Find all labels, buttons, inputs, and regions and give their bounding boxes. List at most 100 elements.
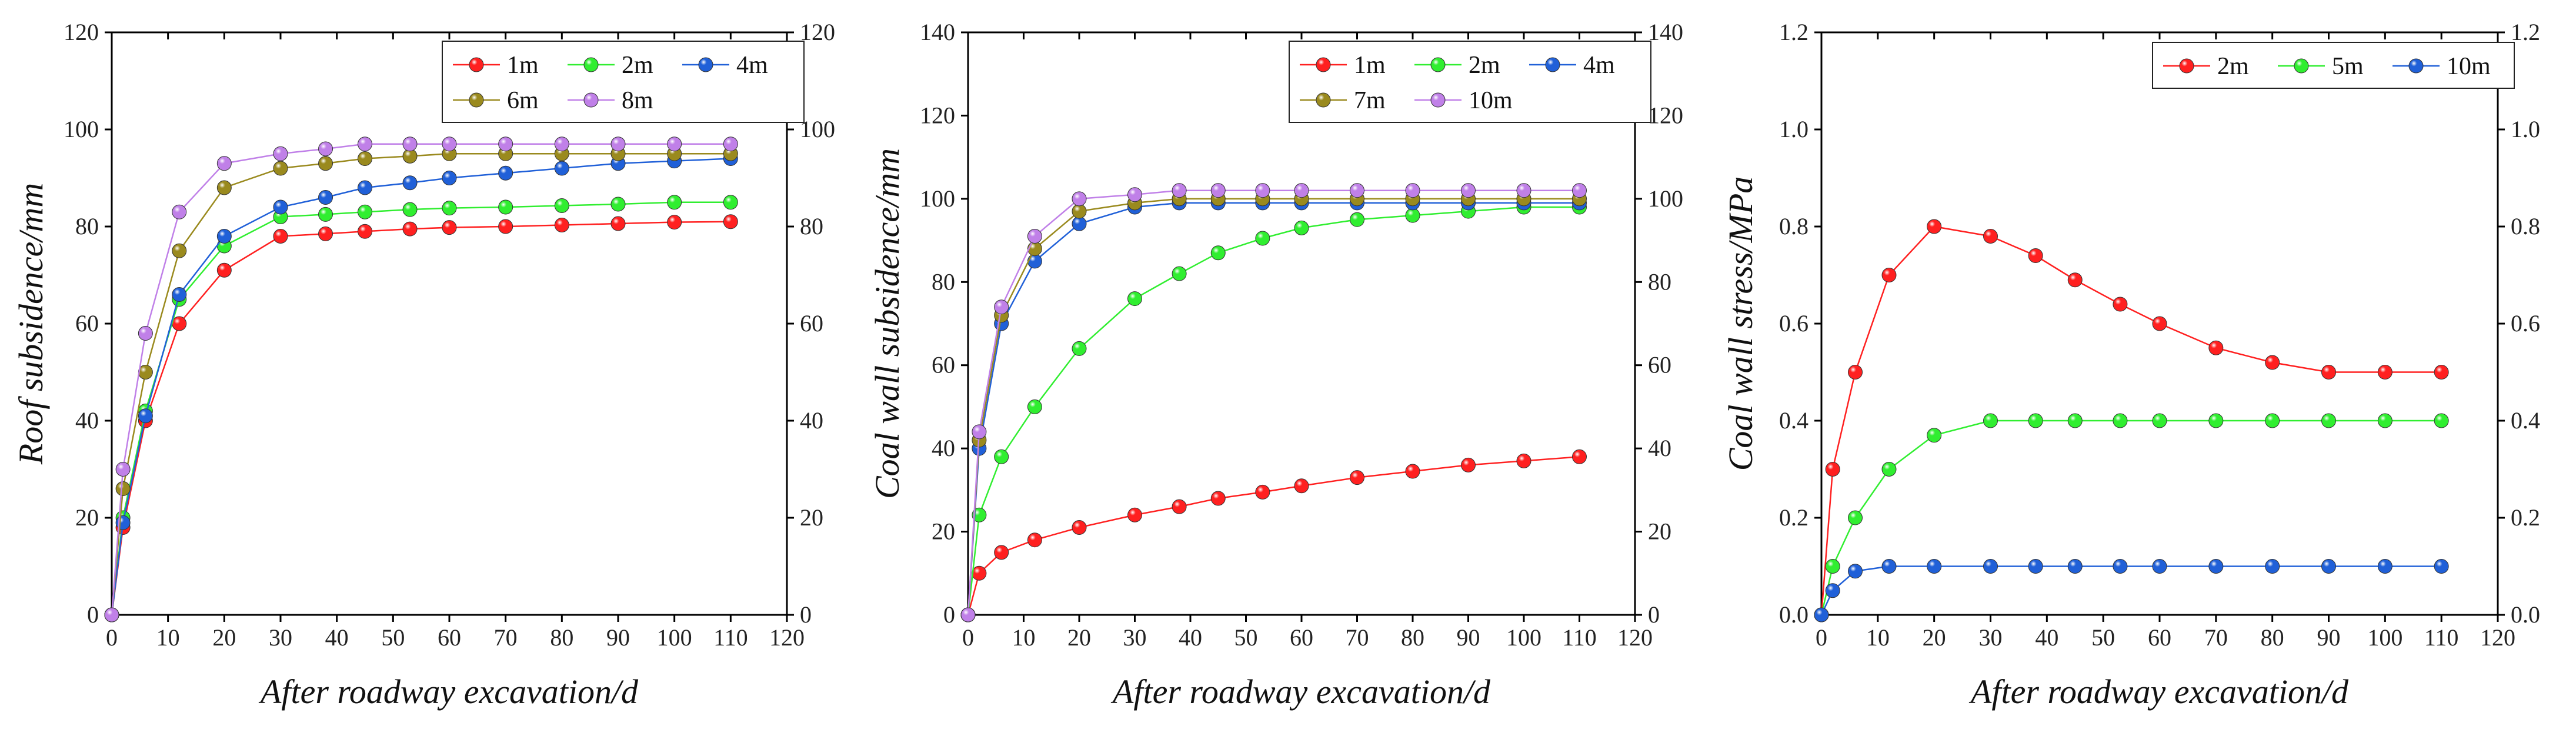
data-point	[1350, 470, 1364, 485]
data-point	[1983, 413, 1998, 428]
data-point	[554, 137, 569, 152]
data-point	[1405, 464, 1420, 479]
data-point	[172, 316, 187, 331]
x-tick-label: 30	[269, 624, 292, 651]
data-point	[1814, 607, 1829, 623]
y-tick-label-right: 60	[800, 310, 823, 337]
data-point	[2152, 559, 2167, 574]
data-point	[402, 221, 418, 237]
data-point	[318, 190, 333, 205]
legend-box	[2152, 42, 2515, 89]
legend-label: 7m	[1354, 87, 1386, 114]
legend-marker	[1430, 92, 1446, 108]
data-point	[318, 207, 333, 222]
data-point	[667, 137, 682, 152]
series-6m	[104, 146, 738, 623]
data-point	[358, 151, 372, 166]
data-point	[723, 214, 738, 229]
legend-marker	[1545, 57, 1560, 72]
legend-item-10m: 10m	[1414, 87, 1513, 114]
data-point	[2028, 248, 2043, 263]
legend-label: 6m	[507, 87, 539, 114]
legend-marker	[2408, 58, 2424, 74]
data-point	[1072, 520, 1087, 535]
legend-marker	[2294, 58, 2309, 74]
x-tick-label: 120	[1617, 624, 1653, 651]
y-tick-label-right: 120	[800, 19, 835, 45]
x-tick-label: 40	[325, 624, 349, 651]
y-tick-label-right: 1.2	[2511, 19, 2540, 45]
y-tick-label-right: 80	[1648, 268, 1671, 295]
data-point	[273, 229, 288, 244]
data-point	[994, 449, 1009, 464]
data-point	[273, 161, 288, 176]
y-tick-label-right: 20	[1648, 518, 1671, 545]
legend-item-2m: 2m	[1414, 52, 1500, 79]
y-tick-label-left: 120	[920, 102, 955, 128]
data-point	[1294, 183, 1309, 198]
y-tick-label-right: 0.2	[2511, 504, 2540, 531]
data-point	[115, 481, 131, 496]
data-point	[1350, 183, 1364, 198]
x-tick-label: 100	[2367, 624, 2403, 651]
x-tick-label: 100	[1506, 624, 1541, 651]
data-point	[972, 424, 987, 440]
data-point	[1172, 266, 1187, 281]
data-point	[1072, 204, 1087, 219]
data-point	[1881, 559, 1897, 574]
data-point	[2377, 413, 2393, 428]
legend-box	[442, 41, 805, 123]
data-point	[2321, 413, 2336, 428]
x-tick-label: 90	[2317, 624, 2341, 651]
y-tick-label-left: 80	[932, 268, 955, 295]
data-point	[442, 137, 457, 152]
data-point	[1210, 245, 1226, 261]
series-line-5m	[1820, 420, 2442, 615]
legend-label: 10m	[1469, 87, 1513, 114]
series-7m	[960, 191, 1587, 623]
data-point	[1825, 559, 1840, 574]
data-point	[2321, 365, 2336, 380]
data-point	[1027, 399, 1042, 414]
data-point	[273, 199, 288, 215]
series-10m	[960, 183, 1587, 623]
x-tick-label: 100	[657, 624, 692, 651]
x-tick-label: 60	[2148, 624, 2171, 651]
y-tick-label-left: 60	[932, 352, 955, 378]
data-point	[358, 224, 372, 239]
y-tick-label-left: 0.2	[1779, 504, 1808, 531]
y-tick-label-right: 0.8	[2511, 213, 2540, 239]
data-point	[115, 462, 131, 477]
data-point	[2208, 340, 2224, 355]
y-tick-label-right: 0	[800, 601, 812, 628]
x-tick-label: 80	[1401, 624, 1424, 651]
data-point	[2208, 559, 2224, 574]
data-point	[402, 175, 418, 191]
x-tick-label: 20	[1923, 624, 1946, 651]
series-line-10m	[1820, 565, 2442, 615]
data-point	[2321, 559, 2336, 574]
data-point	[1572, 449, 1587, 464]
legend-label: 1m	[1354, 52, 1386, 79]
y-axis-title: Roof subsidence/mm	[12, 183, 50, 465]
data-point	[2028, 413, 2043, 428]
legend-label: 10m	[2447, 53, 2491, 80]
x-tick-label: 120	[2480, 624, 2515, 651]
x-tick-label: 60	[438, 624, 461, 651]
x-tick-label: 20	[212, 624, 236, 651]
x-tick-label: 40	[2035, 624, 2058, 651]
data-point	[667, 215, 682, 230]
data-point	[216, 180, 232, 195]
y-tick-label-right: 100	[800, 116, 835, 142]
legend: 1m 2m 4m 6m 8m	[442, 41, 805, 123]
data-point	[1516, 183, 1531, 198]
data-point	[2377, 365, 2393, 380]
data-point	[2028, 559, 2043, 574]
series-line-1m	[111, 221, 731, 615]
x-axis-title: After roadway excavation/d	[1968, 673, 2349, 711]
data-point	[994, 299, 1009, 315]
y-tick-label-right: 120	[1648, 102, 1683, 128]
data-point	[960, 607, 976, 623]
data-point	[1825, 462, 1840, 477]
y-tick-label-left: 0	[943, 601, 955, 628]
